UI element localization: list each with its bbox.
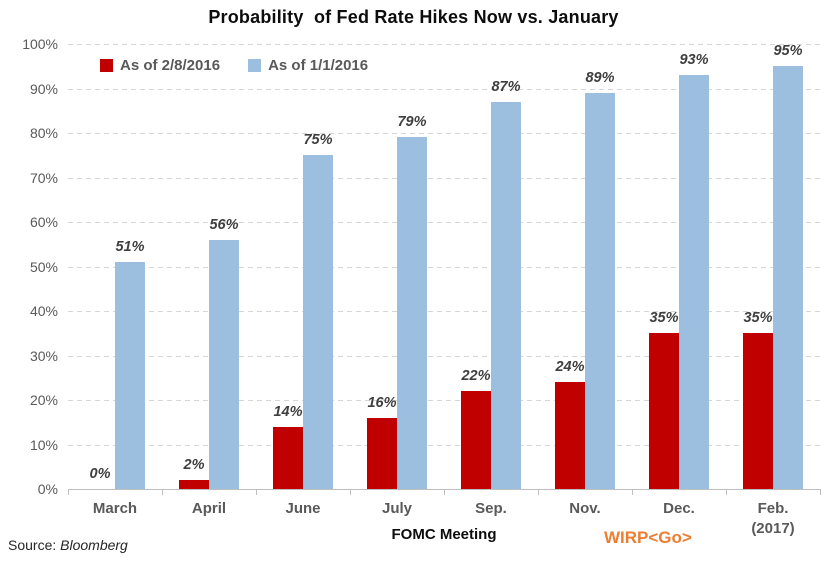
gridline-100: [68, 44, 820, 45]
legend-label: As of 2/8/2016: [120, 57, 221, 74]
y-tick-label-90: 90%: [29, 80, 58, 97]
data-label: 35%: [743, 310, 773, 326]
gridline-90: [68, 88, 820, 90]
x-axis-tick: [726, 489, 727, 495]
category-label-nov: Nov.: [569, 500, 601, 517]
bar-blue-april: [209, 240, 239, 489]
data-label: 24%: [555, 359, 585, 375]
source-note: Source: Bloomberg: [8, 537, 128, 553]
bar-red-nov: [555, 382, 585, 489]
x-axis-tick: [256, 489, 257, 495]
legend: As of 2/8/2016 As of 1/1/2016: [100, 57, 368, 74]
y-tick-label-50: 50%: [29, 258, 58, 275]
gridline-50: [68, 266, 820, 268]
gridline-60: [68, 222, 820, 223]
y-tick-label-60: 60%: [29, 214, 58, 230]
gridline-70: [68, 177, 820, 179]
data-label: 35%: [649, 310, 679, 326]
gridline-10: [68, 444, 820, 446]
data-label: 2%: [183, 457, 205, 473]
legend-item-as-of-1-1-2016: As of 1/1/2016: [248, 57, 368, 74]
x-axis-tick: [632, 489, 633, 495]
y-tick-label-10: 10%: [29, 436, 58, 453]
x-axis-title: FOMC Meeting: [391, 526, 497, 543]
bar-blue-march: [115, 262, 145, 489]
bar-blue-july: [397, 137, 427, 489]
category-label-april: April: [191, 500, 227, 517]
bar-blue-sep: [491, 102, 521, 489]
data-label: 95%: [773, 43, 803, 59]
legend-swatch-blue: [248, 59, 262, 72]
bar-red-july: [367, 418, 397, 489]
data-label: 79%: [397, 114, 427, 130]
legend-label: As of 1/1/2016: [268, 57, 369, 74]
x-axis-tick: [350, 489, 351, 495]
data-label: 51%: [115, 239, 145, 255]
y-tick-label-20: 20%: [29, 392, 58, 408]
gridline-40: [68, 311, 820, 312]
bar-blue-dec: [679, 75, 709, 489]
bar-blue-feb: [773, 66, 803, 489]
y-tick-label-70: 70%: [29, 169, 58, 186]
category-label-march: March: [92, 500, 138, 517]
category-label-feb: Feb. (2017): [751, 500, 795, 537]
gridline-80: [68, 133, 820, 134]
x-axis-tick: [68, 489, 69, 495]
x-axis-tick: [538, 489, 539, 495]
y-tick-label-80: 80%: [29, 125, 58, 141]
bar-red-april: [179, 480, 209, 489]
data-label: 56%: [209, 217, 239, 233]
legend-item-as-of-2-8-2016: As of 2/8/2016: [100, 57, 220, 74]
bar-red-sep: [461, 391, 491, 489]
y-tick-label-100: 100%: [22, 36, 58, 52]
gridline-20: [68, 400, 820, 401]
source-prefix: Source:: [8, 537, 57, 553]
bar-red-dec: [649, 333, 679, 489]
bar-blue-nov: [585, 93, 615, 489]
bar-blue-june: [303, 155, 333, 489]
x-axis-tick: [820, 489, 821, 495]
category-label-dec: Dec.: [663, 500, 695, 517]
category-label-july: July: [381, 500, 412, 517]
gridline-30: [68, 355, 820, 357]
terminal-code: WIRP<Go>: [604, 528, 692, 547]
y-tick-label-40: 40%: [29, 303, 58, 319]
bar-red-june: [273, 427, 303, 489]
x-axis-tick: [444, 489, 445, 495]
data-label: 14%: [273, 404, 303, 420]
data-label: 0%: [89, 466, 111, 482]
data-label: 93%: [679, 52, 709, 68]
data-label: 87%: [491, 79, 521, 95]
y-tick-label-30: 30%: [29, 347, 58, 364]
data-label: 16%: [367, 395, 397, 411]
chart-title: Probability of Fed Rate Hikes Now vs. Ja…: [208, 7, 619, 27]
source-name: Bloomberg: [60, 537, 128, 553]
y-tick-label-0: 0%: [37, 481, 58, 497]
x-axis-tick: [162, 489, 163, 495]
bar-red-feb: [743, 333, 773, 489]
category-label-sep: Sep.: [475, 500, 507, 517]
plot-area: [68, 44, 820, 489]
legend-swatch-red: [100, 59, 113, 72]
data-label: 89%: [585, 70, 615, 86]
data-label: 22%: [461, 368, 491, 384]
category-label-june: June: [285, 500, 321, 517]
data-label: 75%: [303, 132, 333, 148]
